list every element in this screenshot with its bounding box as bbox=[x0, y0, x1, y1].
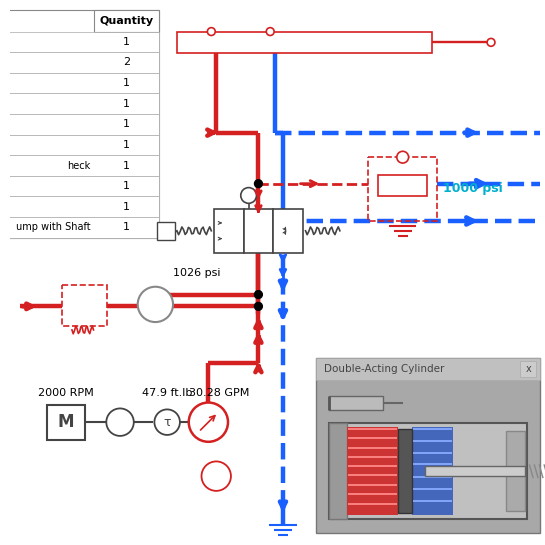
Bar bbox=[5, 176, 159, 196]
Bar bbox=[368, 157, 437, 221]
Bar bbox=[5, 155, 159, 176]
Bar bbox=[214, 209, 244, 253]
Text: 1: 1 bbox=[123, 99, 130, 108]
Bar bbox=[378, 175, 427, 196]
Circle shape bbox=[255, 290, 262, 299]
Bar bbox=[47, 404, 84, 440]
Bar bbox=[329, 423, 528, 519]
Bar bbox=[347, 427, 398, 516]
Bar bbox=[273, 209, 302, 253]
Bar bbox=[425, 467, 525, 476]
Bar bbox=[520, 361, 536, 377]
Bar bbox=[5, 52, 159, 73]
Circle shape bbox=[202, 462, 231, 491]
Text: Double-Acting Cylinder: Double-Acting Cylinder bbox=[324, 364, 445, 374]
Bar bbox=[5, 114, 159, 135]
Text: 1: 1 bbox=[123, 37, 130, 47]
Bar bbox=[329, 396, 383, 410]
Circle shape bbox=[189, 403, 228, 442]
Circle shape bbox=[487, 39, 495, 46]
Circle shape bbox=[138, 287, 173, 322]
Circle shape bbox=[397, 152, 409, 163]
Text: 1: 1 bbox=[123, 202, 130, 212]
Bar bbox=[244, 209, 273, 253]
Text: τ: τ bbox=[164, 416, 171, 429]
Circle shape bbox=[255, 302, 262, 310]
Text: 1: 1 bbox=[123, 140, 130, 150]
Bar bbox=[5, 93, 159, 114]
Text: Quantity: Quantity bbox=[99, 16, 154, 26]
Bar bbox=[5, 10, 159, 238]
Text: 1: 1 bbox=[123, 181, 130, 191]
Bar bbox=[158, 222, 175, 240]
Text: x: x bbox=[525, 364, 531, 374]
Circle shape bbox=[241, 187, 257, 203]
Text: ump with Shaft: ump with Shaft bbox=[16, 222, 90, 232]
Bar bbox=[177, 32, 432, 53]
Text: 2: 2 bbox=[123, 57, 130, 68]
Text: 1: 1 bbox=[123, 119, 130, 129]
Text: 2000 RPM: 2000 RPM bbox=[38, 387, 94, 398]
Bar bbox=[5, 73, 159, 93]
Text: heck: heck bbox=[68, 161, 90, 171]
Bar bbox=[94, 10, 159, 32]
Circle shape bbox=[154, 409, 180, 435]
Bar bbox=[5, 32, 159, 52]
Bar bbox=[316, 359, 540, 380]
Circle shape bbox=[208, 28, 215, 35]
Circle shape bbox=[106, 408, 134, 436]
Text: 1026 psi: 1026 psi bbox=[173, 268, 221, 278]
Bar bbox=[5, 135, 159, 155]
Text: 1: 1 bbox=[123, 161, 130, 171]
Bar bbox=[411, 427, 453, 516]
Text: M: M bbox=[58, 413, 74, 431]
Text: 1: 1 bbox=[123, 222, 130, 232]
Bar bbox=[5, 196, 159, 217]
Bar bbox=[329, 423, 347, 519]
Text: 47.9 ft.lb: 47.9 ft.lb bbox=[142, 387, 192, 398]
Text: 30.28 GPM: 30.28 GPM bbox=[189, 387, 249, 398]
Bar bbox=[5, 217, 159, 238]
Circle shape bbox=[255, 180, 262, 187]
Bar bbox=[398, 429, 411, 513]
Circle shape bbox=[267, 28, 274, 35]
Text: 1: 1 bbox=[123, 78, 130, 88]
Bar bbox=[506, 431, 525, 511]
Bar bbox=[62, 285, 107, 326]
Text: 1000 psi: 1000 psi bbox=[443, 182, 502, 195]
Bar bbox=[316, 359, 540, 533]
